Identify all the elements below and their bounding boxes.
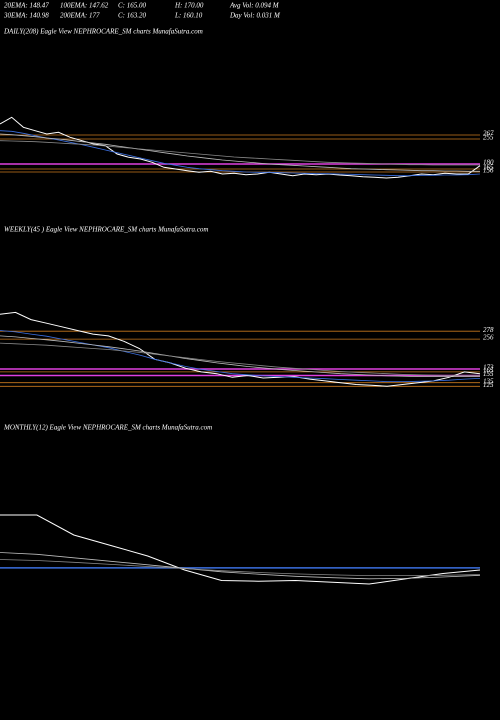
- price-level-label: 125: [483, 381, 494, 389]
- header-stat: C: 163.20: [118, 12, 147, 20]
- header-stat: 200EMA: 177: [60, 12, 100, 20]
- header-stat: C: 165.00: [118, 2, 147, 10]
- header-stat: 30EMA: 140.98: [3, 12, 49, 20]
- header-stat: H: 170.00: [174, 2, 204, 10]
- header-stat: 20EMA: 148.47: [4, 2, 49, 10]
- price-level-label: 180: [483, 159, 494, 167]
- price-level-label: 165: [483, 164, 494, 172]
- header-stat: Avg Vol: 0.094 M: [229, 2, 280, 10]
- price-line: [0, 559, 481, 576]
- price-line: [0, 330, 481, 383]
- header-stat: Day Vol: 0.031 M: [229, 12, 281, 20]
- price-line: [0, 311, 481, 387]
- price-level-label: 256: [483, 334, 494, 342]
- price-level-label: 173: [483, 364, 494, 372]
- panel-title: DAILY(208) Eagle View NEPHROCARE_SM char…: [3, 28, 203, 36]
- price-level-label: 267: [483, 130, 494, 138]
- price-level-label: 165: [483, 367, 494, 375]
- price-line: [0, 133, 480, 172]
- price-level-label: 156: [483, 167, 494, 175]
- header-stat: L: 160.10: [174, 12, 203, 20]
- panel-title: MONTHLY(12) Eagle View NEPHROCARE_SM cha…: [3, 424, 212, 432]
- price-level-label: 278: [483, 326, 494, 334]
- price-line: [0, 552, 481, 580]
- price-level-label: 135: [483, 377, 494, 385]
- header-stat: 100EMA: 147.62: [60, 2, 109, 10]
- price-line: [0, 140, 480, 166]
- panel-title: WEEKLY(45 ) Eagle View NEPHROCARE_SM cha…: [4, 226, 208, 234]
- price-line: [0, 514, 481, 585]
- price-line: [0, 342, 480, 376]
- price-line: [0, 116, 481, 179]
- price-line: [0, 335, 480, 378]
- price-level-label: 155: [483, 370, 494, 378]
- price-level-label: 255: [483, 134, 494, 142]
